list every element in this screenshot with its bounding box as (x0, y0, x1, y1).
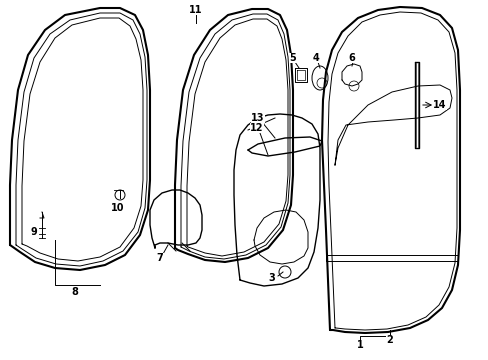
Text: 10: 10 (111, 203, 124, 213)
Text: 4: 4 (312, 53, 319, 63)
Text: 12: 12 (250, 123, 263, 133)
Text: 14: 14 (432, 100, 446, 110)
Text: 5: 5 (289, 53, 296, 63)
Text: 9: 9 (31, 227, 37, 237)
Text: 11: 11 (189, 5, 203, 15)
Text: 7: 7 (156, 253, 163, 263)
Text: 8: 8 (71, 287, 78, 297)
Text: 1: 1 (356, 340, 363, 350)
Text: 3: 3 (268, 273, 275, 283)
Text: 13: 13 (251, 113, 264, 123)
Text: 2: 2 (386, 335, 392, 345)
Text: 6: 6 (348, 53, 355, 63)
